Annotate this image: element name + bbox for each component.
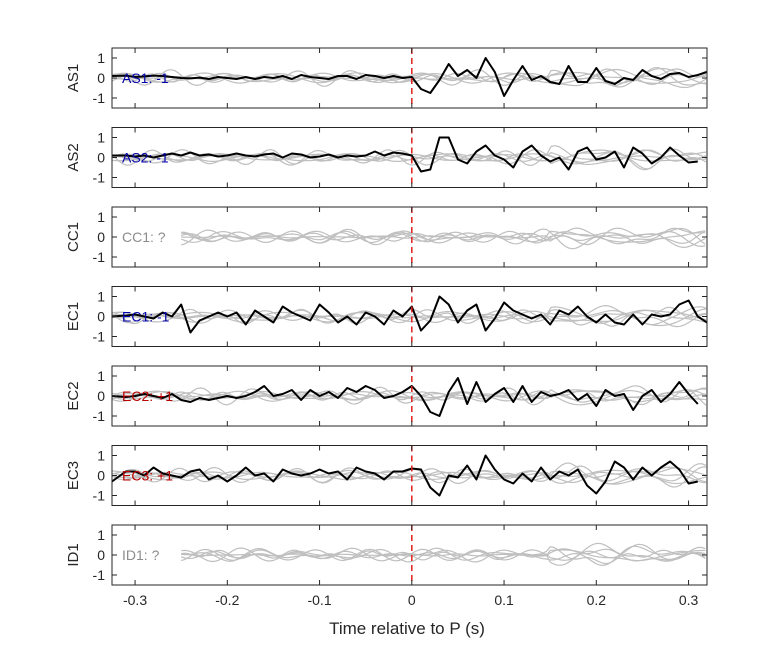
x-tick-label: -0.2 xyxy=(215,592,239,608)
y-tick-label: 1 xyxy=(97,289,105,305)
trace-ec2 xyxy=(112,377,699,417)
panel-as2: 1 0 -1 AS2 AS2: -1 xyxy=(65,127,708,188)
y-axis-label-ec3: EC3 xyxy=(65,461,82,490)
panel-ec2: 1 0 -1 EC2 EC2: +1 xyxy=(65,365,708,427)
y-tick-label: 0 xyxy=(97,388,105,404)
background-traces xyxy=(180,227,706,250)
background-trace xyxy=(112,68,707,89)
y-tick-label: 1 xyxy=(97,527,105,543)
y-tick-label: 0 xyxy=(97,229,105,245)
y-tick-label: 1 xyxy=(97,130,105,146)
y-axis-label-as1: AS1 xyxy=(65,64,82,92)
background-trace xyxy=(112,306,707,326)
panel-annotation-id1: ID1: ? xyxy=(122,547,160,563)
x-tick-label: 0 xyxy=(408,592,416,608)
y-tick-label: 0 xyxy=(97,468,105,484)
y-tick-label: -1 xyxy=(93,329,106,345)
y-tick-label: -1 xyxy=(93,567,106,583)
background-trace xyxy=(181,543,706,566)
y-tick-label: 0 xyxy=(97,309,105,325)
background-traces xyxy=(112,304,707,328)
background-trace xyxy=(112,466,707,485)
panel-cc1: 1 0 -1 CC1 CC1: ? xyxy=(65,206,708,268)
y-tick-label: 0 xyxy=(97,547,105,563)
background-traces xyxy=(112,385,707,406)
trace-as1 xyxy=(112,57,707,97)
background-trace xyxy=(181,227,706,250)
background-trace xyxy=(181,548,706,562)
x-tick-label: 0.3 xyxy=(679,592,699,608)
panel-as1: 1 0 -1 AS1 AS1: -1 xyxy=(65,47,708,109)
background-trace xyxy=(112,385,707,406)
y-axis-label-id1: ID1 xyxy=(65,543,82,566)
background-traces xyxy=(112,462,707,488)
background-trace xyxy=(112,389,707,406)
background-trace xyxy=(112,387,707,406)
panel-annotation-ec1: EC1: -1 xyxy=(122,309,170,325)
background-trace xyxy=(112,469,707,485)
trace-ec3 xyxy=(112,454,699,497)
x-tick-label: 0.2 xyxy=(587,592,607,608)
background-trace xyxy=(112,308,707,327)
panel-ec3: 1 0 -1 EC3 EC3: +1 xyxy=(65,445,708,506)
y-tick-label: 0 xyxy=(97,70,105,86)
y-tick-label: 0 xyxy=(97,150,105,166)
x-tick-label: 0.1 xyxy=(494,592,514,608)
panels: 1 0 -1 AS1 AS1: -1 1 0 -1 AS2 AS2: -1 1 0 -1 CC1 CC1: … xyxy=(65,47,708,608)
panel-ec1: 1 0 -1 EC1 EC1: -1 xyxy=(65,286,708,347)
x-axis-label: Time relative to P (s) xyxy=(329,619,485,638)
y-tick-label: -1 xyxy=(93,488,106,504)
y-tick-label: 1 xyxy=(97,368,105,384)
x-tick-label: -0.3 xyxy=(123,592,147,608)
background-trace xyxy=(181,227,706,248)
panel-annotation-as1: AS1: -1 xyxy=(122,70,169,86)
y-axis-label-as2: AS2 xyxy=(65,143,82,171)
background-trace xyxy=(181,546,706,565)
background-trace xyxy=(112,388,707,401)
background-trace xyxy=(112,462,707,488)
y-axis-label-ec2: EC2 xyxy=(65,381,82,410)
y-tick-label: -1 xyxy=(93,408,106,424)
background-trace xyxy=(112,68,707,88)
panel-annotation-cc1: CC1: ? xyxy=(122,229,166,245)
y-tick-label: 1 xyxy=(97,50,105,66)
y-tick-label: 1 xyxy=(97,448,105,464)
background-trace xyxy=(181,227,706,245)
y-axis-label-cc1: CC1 xyxy=(65,222,82,252)
y-axis-label-ec1: EC1 xyxy=(65,302,82,331)
y-tick-label: 1 xyxy=(97,209,105,225)
panel-annotation-as2: AS2: -1 xyxy=(122,150,169,166)
trace-as2 xyxy=(112,136,698,173)
panel-id1: 1 0 -1 ID1 ID1: ? -0.3 -0.2 -0.1 0 0.1 0.2 0.3 xyxy=(65,524,708,608)
background-trace xyxy=(112,468,707,484)
x-tick-label: -0.1 xyxy=(307,592,331,608)
panel-annotation-ec2: EC2: +1 xyxy=(122,388,173,404)
background-traces xyxy=(112,145,707,171)
panel-annotation-ec3: EC3: +1 xyxy=(122,468,173,484)
background-traces xyxy=(181,542,706,567)
background-trace xyxy=(180,230,706,249)
y-tick-label: -1 xyxy=(93,249,106,265)
y-tick-label: -1 xyxy=(93,90,106,106)
y-tick-label: -1 xyxy=(93,170,106,186)
